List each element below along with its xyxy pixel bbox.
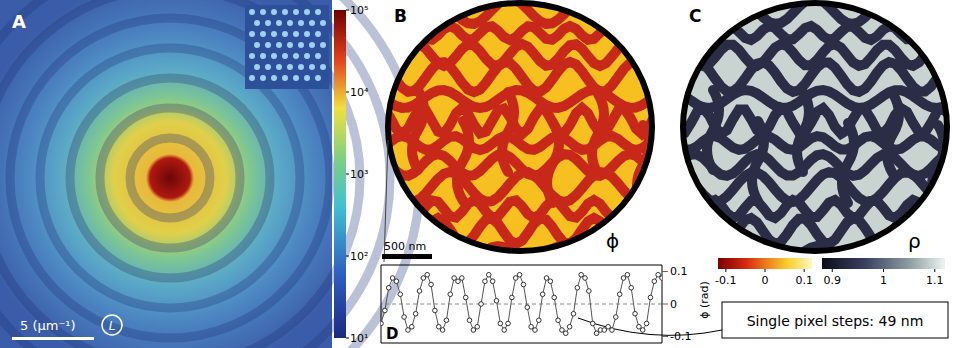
svg-text:-0.1: -0.1 xyxy=(670,330,691,343)
svg-text:-0.1: -0.1 xyxy=(715,274,736,287)
svg-text:A: A xyxy=(12,11,26,32)
svg-text:0: 0 xyxy=(762,274,769,287)
svg-text:10²: 10² xyxy=(350,250,368,263)
svg-text:ρ: ρ xyxy=(908,229,921,253)
svg-text:10³: 10³ xyxy=(350,168,368,181)
svg-text:ϕ (rad): ϕ (rad) xyxy=(698,281,711,319)
svg-text:C: C xyxy=(689,6,701,26)
svg-text:0.1: 0.1 xyxy=(795,274,813,287)
svg-text:D: D xyxy=(386,325,398,343)
svg-text:10⁵: 10⁵ xyxy=(350,4,368,17)
svg-text:0.9: 0.9 xyxy=(824,274,842,287)
svg-text:500 nm: 500 nm xyxy=(384,240,426,253)
svg-text:ϕ: ϕ xyxy=(606,229,619,253)
svg-text:L: L xyxy=(109,319,116,333)
svg-text:Single pixel steps: 49 nm: Single pixel steps: 49 nm xyxy=(747,313,924,329)
svg-text:B: B xyxy=(394,6,407,26)
svg-text:1: 1 xyxy=(880,274,887,287)
svg-text:1.1: 1.1 xyxy=(926,274,944,287)
svg-text:0: 0 xyxy=(670,298,677,311)
svg-text:0.1: 0.1 xyxy=(670,265,688,278)
svg-text:5 (µm⁻¹): 5 (µm⁻¹) xyxy=(20,318,76,333)
svg-text:10⁴: 10⁴ xyxy=(350,86,369,99)
svg-text:10¹: 10¹ xyxy=(350,332,368,345)
